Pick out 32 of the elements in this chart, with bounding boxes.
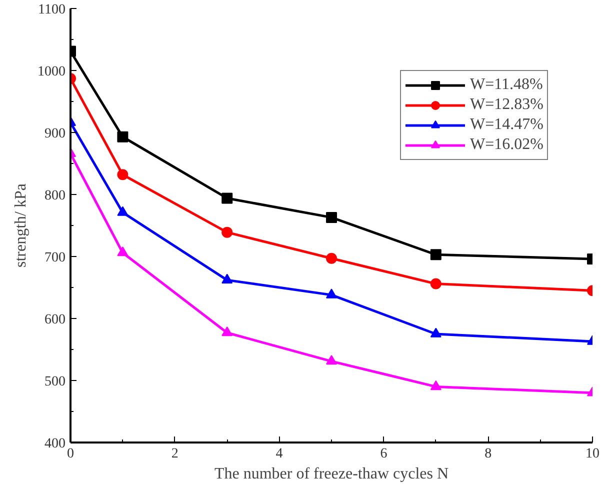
x-tick-label: 10 [586, 446, 600, 462]
y-tick-label: 700 [44, 250, 66, 266]
legend-label: W=11.48% [470, 76, 543, 94]
legend-label: W=14.47% [470, 116, 544, 134]
legend-label: W=16.02% [470, 136, 544, 154]
point [222, 274, 233, 284]
y-axis-title: strength/ kPa [12, 183, 30, 268]
x-tick-label: 2 [171, 446, 178, 462]
point [222, 226, 233, 238]
point [430, 328, 442, 338]
y-tick-label: 500 [44, 374, 66, 390]
point [326, 355, 337, 365]
y-tick-label: 900 [44, 126, 66, 142]
y-tick-label: 600 [44, 312, 66, 328]
x-tick-label: 6 [380, 446, 388, 462]
point [430, 380, 442, 390]
point [222, 192, 233, 204]
y-tick-label: 400 [44, 436, 66, 452]
x-tick-label: 8 [484, 446, 492, 462]
y-tick-label: 1100 [38, 2, 66, 18]
x-tick-label: 0 [67, 446, 74, 462]
point [430, 249, 442, 260]
point [326, 288, 337, 298]
point [326, 252, 337, 264]
x-tick-label: 4 [276, 446, 283, 462]
x-axis-title: The number of freeze-thaw cycles N [214, 466, 449, 482]
legend-label: W=12.83% [470, 96, 544, 114]
point [222, 326, 233, 336]
point [430, 278, 442, 290]
point [326, 212, 337, 223]
y-tick-label: 800 [44, 188, 66, 204]
y-tick-label: 1000 [38, 64, 66, 80]
